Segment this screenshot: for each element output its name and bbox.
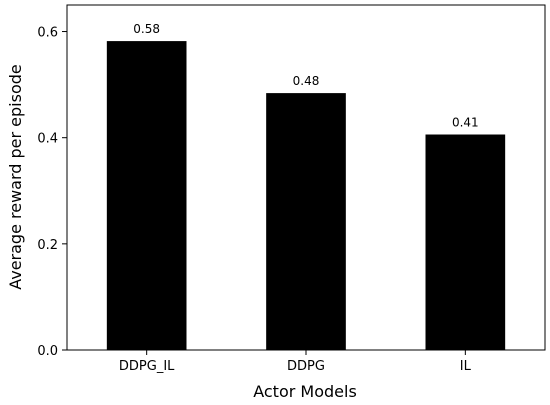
bar — [266, 93, 346, 350]
x-tick-label: DDPG_IL — [119, 359, 175, 374]
y-tick-label: 0.4 — [37, 132, 58, 147]
y-axis-title: Average reward per episode — [6, 64, 25, 290]
data-label: 0.58 — [133, 22, 160, 36]
x-axis-title: Actor Models — [253, 382, 357, 401]
y-tick-label: 0.0 — [37, 344, 58, 359]
y-tick-label: 0.2 — [37, 238, 58, 253]
y-tick-label: 0.6 — [37, 26, 58, 41]
bar — [106, 41, 187, 350]
x-tick-label: DDPG — [287, 359, 325, 374]
bar — [425, 134, 506, 350]
axes-frame — [66, 4, 546, 351]
data-label: 0.41 — [452, 116, 479, 130]
data-label: 0.48 — [293, 74, 320, 88]
plot-area: 0.58 DDPG_IL 0.48 DDPG 0.41 IL 0.0 0.2 0.4 0.6 — [37, 4, 546, 374]
x-tick-label: IL — [460, 359, 472, 374]
